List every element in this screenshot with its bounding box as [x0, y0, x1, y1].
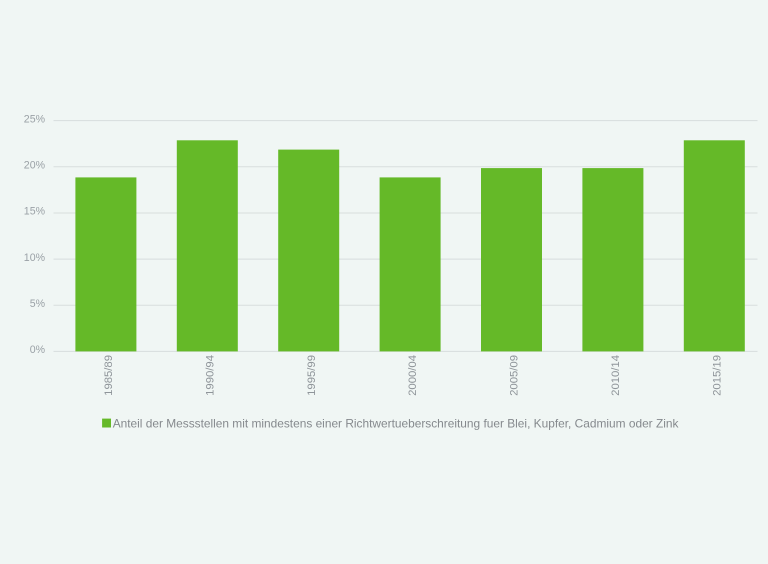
svg-text:15%: 15% — [24, 206, 46, 218]
svg-text:5%: 5% — [30, 298, 46, 310]
svg-text:2015/19: 2015/19 — [711, 355, 723, 396]
svg-text:2000/04: 2000/04 — [407, 355, 419, 396]
svg-text:20%: 20% — [24, 160, 46, 172]
svg-text:Anteil der Messstellen mit min: Anteil der Messstellen mit mindestens ei… — [113, 416, 679, 430]
svg-text:25%: 25% — [24, 113, 46, 125]
svg-text:2010/14: 2010/14 — [610, 355, 622, 396]
svg-text:1990/94: 1990/94 — [204, 355, 216, 396]
svg-text:2005/09: 2005/09 — [509, 355, 521, 396]
svg-text:1985/89: 1985/89 — [103, 355, 115, 396]
svg-text:0%: 0% — [30, 344, 46, 356]
svg-text:10%: 10% — [24, 252, 46, 264]
svg-text:1995/99: 1995/99 — [306, 355, 318, 396]
